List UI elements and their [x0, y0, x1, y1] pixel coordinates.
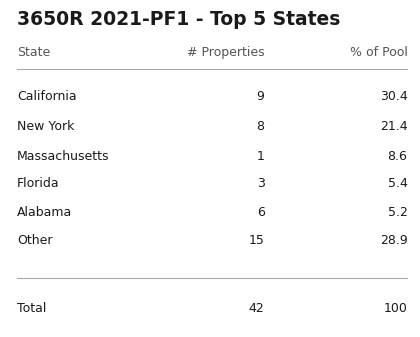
Text: Alabama: Alabama [17, 206, 72, 219]
Text: 5.2: 5.2 [388, 206, 407, 219]
Text: California: California [17, 90, 76, 102]
Text: 42: 42 [249, 302, 265, 315]
Text: 5.4: 5.4 [388, 177, 407, 190]
Text: 21.4: 21.4 [380, 120, 407, 133]
Text: 3: 3 [257, 177, 265, 190]
Text: 8: 8 [257, 120, 265, 133]
Text: 9: 9 [257, 90, 265, 102]
Text: 15: 15 [249, 235, 265, 247]
Text: New York: New York [17, 120, 74, 133]
Text: 28.9: 28.9 [380, 235, 407, 247]
Text: 1: 1 [257, 150, 265, 163]
Text: 6: 6 [257, 206, 265, 219]
Text: % of Pool: % of Pool [349, 46, 407, 59]
Text: State: State [17, 46, 50, 59]
Text: 30.4: 30.4 [380, 90, 407, 102]
Text: # Properties: # Properties [187, 46, 265, 59]
Text: Total: Total [17, 302, 46, 315]
Text: 8.6: 8.6 [388, 150, 407, 163]
Text: Florida: Florida [17, 177, 59, 190]
Text: Other: Other [17, 235, 52, 247]
Text: 100: 100 [383, 302, 407, 315]
Text: 3650R 2021-PF1 - Top 5 States: 3650R 2021-PF1 - Top 5 States [17, 10, 340, 29]
Text: Massachusetts: Massachusetts [17, 150, 109, 163]
